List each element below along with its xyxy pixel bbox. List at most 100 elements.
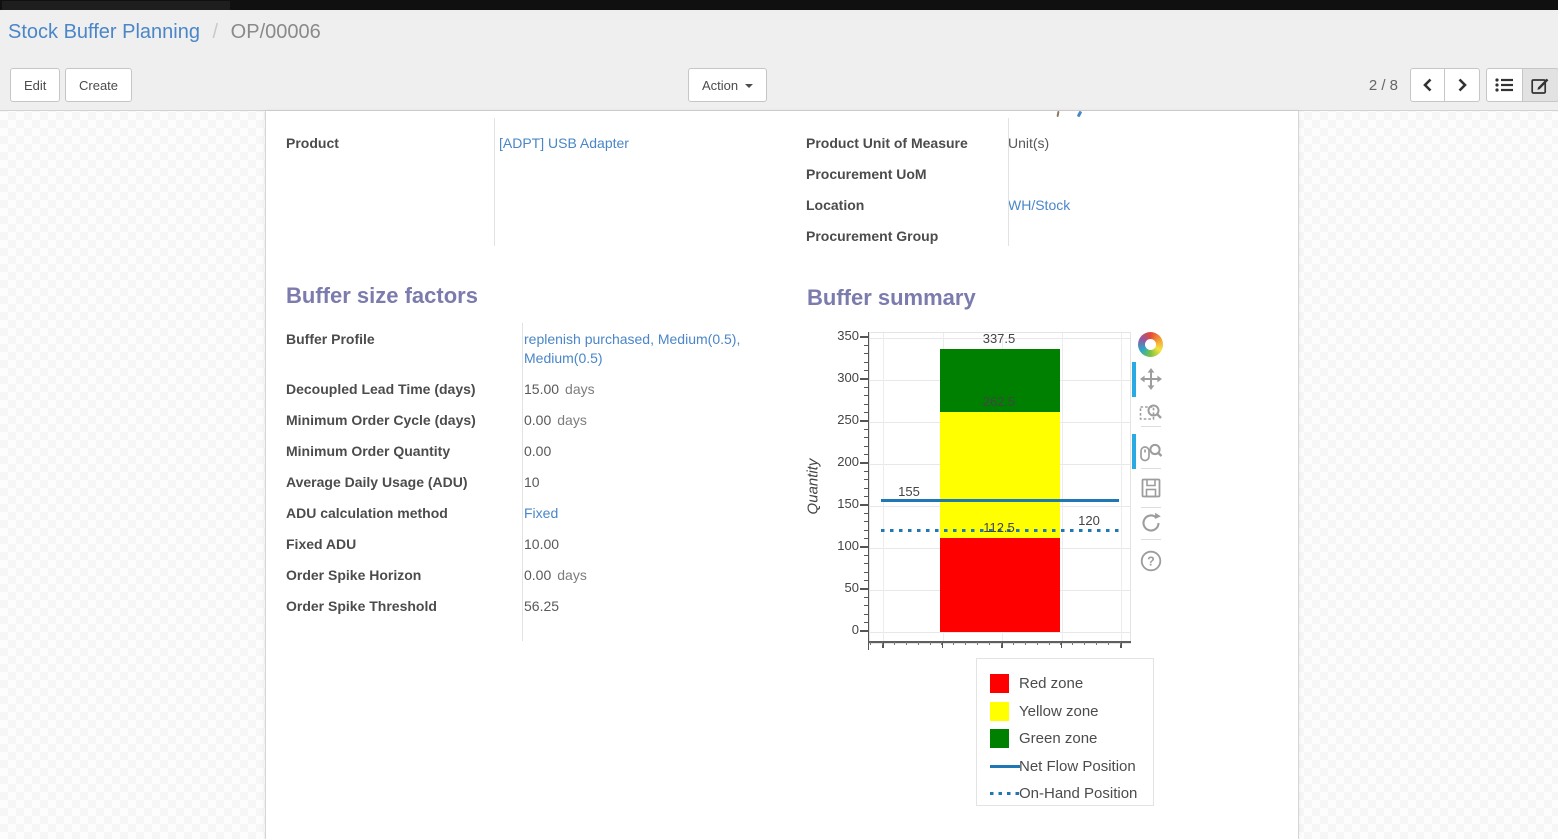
field-value-product[interactable]: [ADPT] USB Adapter <box>499 135 629 151</box>
save-icon[interactable] <box>1138 475 1164 501</box>
help-icon[interactable]: ? <box>1138 548 1164 574</box>
chart-toolbar: ? <box>266 111 1298 839</box>
y-axis-major-tick <box>860 378 868 380</box>
section-title-buffer-size-factors: Buffer size factors <box>286 283 478 308</box>
y-axis-minor-tick <box>863 395 868 397</box>
x-axis-minor-tick <box>905 642 907 645</box>
y-axis-minor-tick <box>863 470 868 473</box>
field-value-average-daily-usage-adu: 10 <box>524 474 540 490</box>
field-label: Minimum Order Quantity <box>286 443 451 459</box>
x-axis-minor-tick <box>989 642 990 645</box>
x-axis-minor-tick <box>965 642 967 645</box>
field-label: Location <box>806 197 865 213</box>
green-zone-swatch <box>990 729 1009 749</box>
legend-item-green-zone: Green zone <box>977 725 1153 753</box>
pager-previous-button[interactable] <box>1410 68 1445 102</box>
y-tick-label-300: 300 <box>837 370 859 385</box>
legend-item-net-flow-position: Net Flow Position <box>977 753 1153 781</box>
create-button[interactable]: Create <box>65 68 133 102</box>
field-value-buffer-profile[interactable]: replenish purchased, Medium(0.5), Medium… <box>524 331 741 366</box>
yellow-zone-swatch <box>990 701 1009 721</box>
chevron-left-icon <box>1422 78 1431 92</box>
y-axis-minor-tick <box>863 512 868 515</box>
field-row-minimum-order-quantity: Minimum Order Quantity 0.00 <box>286 442 791 461</box>
x-axis-minor-tick <box>953 642 955 645</box>
y-axis-minor-tick <box>863 487 868 489</box>
chart-value-label-262-5: 262.5 <box>982 393 1016 409</box>
list-view-button[interactable] <box>1486 68 1523 102</box>
net-flow-position-swatch <box>990 764 1020 768</box>
y-axis-major-tick <box>860 588 868 590</box>
field-row-average-daily-usage-adu: Average Daily Usage (ADU) 10 <box>286 473 791 492</box>
field-value-fixed-adu: 10.00 <box>524 536 560 552</box>
browser-tab[interactable] <box>2 1 230 10</box>
x-axis-minor-tick <box>1012 642 1014 645</box>
legend-label: On-Hand Position <box>1019 785 1138 803</box>
grid-line-vertical <box>1061 333 1063 643</box>
field-row-adu-calculation-method: ADU calculation method Fixed <box>286 504 791 523</box>
x-axis-minor-tick <box>1036 642 1038 645</box>
grid-line-horizontal <box>870 338 1130 339</box>
buffer-summary-chart: 337.5 262.5 112.5 155 120 0 50 100 150 200 250 300 3… <box>266 111 1298 839</box>
y-axis-minor-tick <box>863 428 868 431</box>
field-separator <box>522 323 523 641</box>
red-zone-swatch <box>990 674 1009 694</box>
field-label: ADU calculation method <box>286 505 448 521</box>
plot-area <box>869 332 1131 644</box>
x-axis-major-tick <box>1060 642 1062 648</box>
edit-button[interactable]: Edit <box>10 68 61 102</box>
field-label: Decoupled Lead Time (days) <box>286 381 476 397</box>
breadcrumb: Stock Buffer Planning / OP/00006 <box>8 21 321 44</box>
breadcrumb-link-stock-buffer-planning[interactable]: Stock Buffer Planning <box>8 21 200 43</box>
x-axis-minor-tick <box>1000 642 1002 645</box>
grid-line-vertical <box>883 333 884 643</box>
chart-value-label-155: 155 <box>898 483 920 499</box>
product-field-group: Product [ADPT] USB Adapter <box>286 118 776 246</box>
active-tool-indicator <box>1132 362 1136 397</box>
breadcrumb-current-record: OP/00006 <box>230 21 321 43</box>
form-view-button[interactable] <box>1523 68 1558 102</box>
legend-label: Net Flow Position <box>1019 757 1136 775</box>
chart-value-label-112-5: 112.5 <box>983 519 1015 535</box>
y-axis-major-tick <box>860 504 868 506</box>
y-axis-major-tick <box>860 420 868 422</box>
field-value-location[interactable]: WH/Stock <box>1008 197 1071 213</box>
field-value-minimum-order-cycle-days: 0.00 days <box>524 412 587 428</box>
field-row-order-spike-horizon: Order Spike Horizon 0.00 days <box>286 566 791 585</box>
field-value-product-unit-of-measure: Unit(s) <box>1008 135 1050 151</box>
field-value-adu-calculation-method[interactable]: Fixed <box>524 505 559 521</box>
reset-icon[interactable] <box>1138 510 1164 536</box>
legend-label: Red zone <box>1019 675 1084 693</box>
y-axis-minor-tick <box>863 605 868 607</box>
y-axis-major-tick <box>860 546 868 548</box>
bokeh-logo[interactable] <box>1138 332 1163 357</box>
field-label: Buffer Profile <box>286 331 375 347</box>
y-tick-label-200: 200 <box>837 454 859 469</box>
action-dropdown-button[interactable]: Action <box>688 68 768 102</box>
field-row-location: Location WH/Stock <box>806 196 1286 215</box>
x-axis-minor-tick <box>870 642 871 645</box>
y-tick-label-0: 0 <box>851 622 859 637</box>
y-axis-label: Quantity <box>804 458 822 515</box>
field-row-fixed-adu: Fixed ADU 10.00 <box>286 535 791 554</box>
svg-text:?: ? <box>1147 554 1155 568</box>
pager-next-button[interactable] <box>1445 68 1480 102</box>
legend-item-yellow-zone: Yellow zone <box>977 698 1153 726</box>
box-zoom-icon[interactable] <box>1138 399 1164 425</box>
field-label: Product <box>286 135 339 151</box>
y-axis-minor-tick <box>863 479 868 481</box>
field-label: Minimum Order Cycle (days) <box>286 412 476 428</box>
y-axis-minor-tick <box>863 529 868 531</box>
pager-count: 2 / 8 <box>1368 77 1398 94</box>
wheel-zoom-icon[interactable] <box>1138 438 1164 464</box>
x-axis-minor-tick <box>929 642 931 645</box>
toolbar-separator <box>1141 539 1161 540</box>
x-axis-minor-tick <box>1084 642 1086 645</box>
field-row-product-unit-of-measure: Product Unit of Measure Unit(s) <box>806 134 1286 153</box>
x-axis-major-tick <box>1120 642 1122 648</box>
y-axis-minor-tick <box>863 369 868 372</box>
x-axis-major-tick <box>1001 642 1003 648</box>
pan-tool-icon[interactable] <box>1138 366 1164 392</box>
field-label: Procurement Group <box>806 228 939 244</box>
field-row-procurement-group: Procurement Group <box>806 227 1286 246</box>
